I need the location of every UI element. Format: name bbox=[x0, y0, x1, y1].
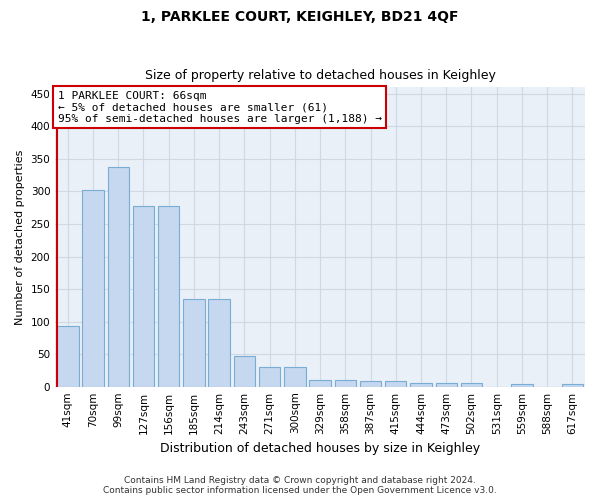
Bar bbox=[183, 300, 205, 386]
Bar bbox=[310, 380, 331, 386]
Bar bbox=[511, 384, 533, 386]
Bar bbox=[233, 356, 255, 386]
Bar bbox=[57, 326, 79, 386]
Text: 1, PARKLEE COURT, KEIGHLEY, BD21 4QF: 1, PARKLEE COURT, KEIGHLEY, BD21 4QF bbox=[141, 10, 459, 24]
Bar bbox=[158, 206, 179, 386]
Y-axis label: Number of detached properties: Number of detached properties bbox=[15, 150, 25, 324]
Bar bbox=[335, 380, 356, 386]
Bar bbox=[284, 366, 305, 386]
Bar bbox=[562, 384, 583, 386]
Bar bbox=[133, 206, 154, 386]
Bar bbox=[259, 366, 280, 386]
Text: 1 PARKLEE COURT: 66sqm
← 5% of detached houses are smaller (61)
95% of semi-deta: 1 PARKLEE COURT: 66sqm ← 5% of detached … bbox=[58, 90, 382, 124]
Bar bbox=[107, 166, 129, 386]
Bar bbox=[360, 381, 381, 386]
Bar bbox=[208, 300, 230, 386]
Bar bbox=[410, 384, 432, 386]
Bar bbox=[385, 381, 406, 386]
Title: Size of property relative to detached houses in Keighley: Size of property relative to detached ho… bbox=[145, 69, 496, 82]
X-axis label: Distribution of detached houses by size in Keighley: Distribution of detached houses by size … bbox=[160, 442, 480, 455]
Text: Contains HM Land Registry data © Crown copyright and database right 2024.
Contai: Contains HM Land Registry data © Crown c… bbox=[103, 476, 497, 495]
Bar bbox=[82, 190, 104, 386]
Bar bbox=[436, 384, 457, 386]
Bar bbox=[461, 384, 482, 386]
